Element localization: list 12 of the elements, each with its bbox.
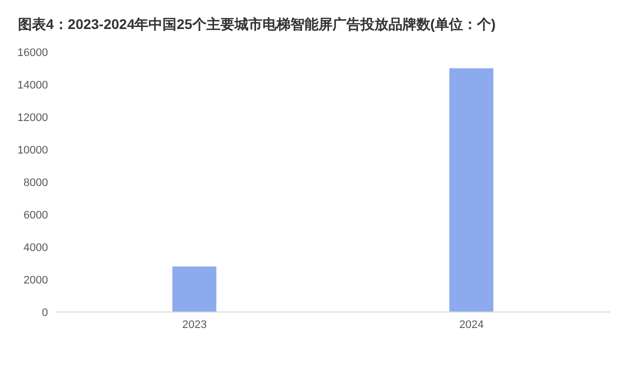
y-tick-label: 14000	[17, 79, 48, 92]
y-tick-label: 4000	[24, 242, 48, 254]
y-tick-label: 2000	[24, 274, 48, 286]
chart-title: 图表4：2023-2024年中国25个主要城市电梯智能屏广告投放品牌数(单位：个)	[17, 15, 497, 34]
y-tick-label: 10000	[17, 144, 48, 156]
y-tick-label: 8000	[24, 176, 48, 189]
y-tick-label: 16000	[17, 46, 48, 59]
y-tick-label: 12000	[17, 112, 48, 124]
x-tick-label: 2024	[459, 318, 484, 331]
x-tick-label: 2023	[182, 318, 207, 331]
y-tick-label: 0	[42, 306, 48, 319]
y-tick-label: 6000	[24, 209, 48, 222]
